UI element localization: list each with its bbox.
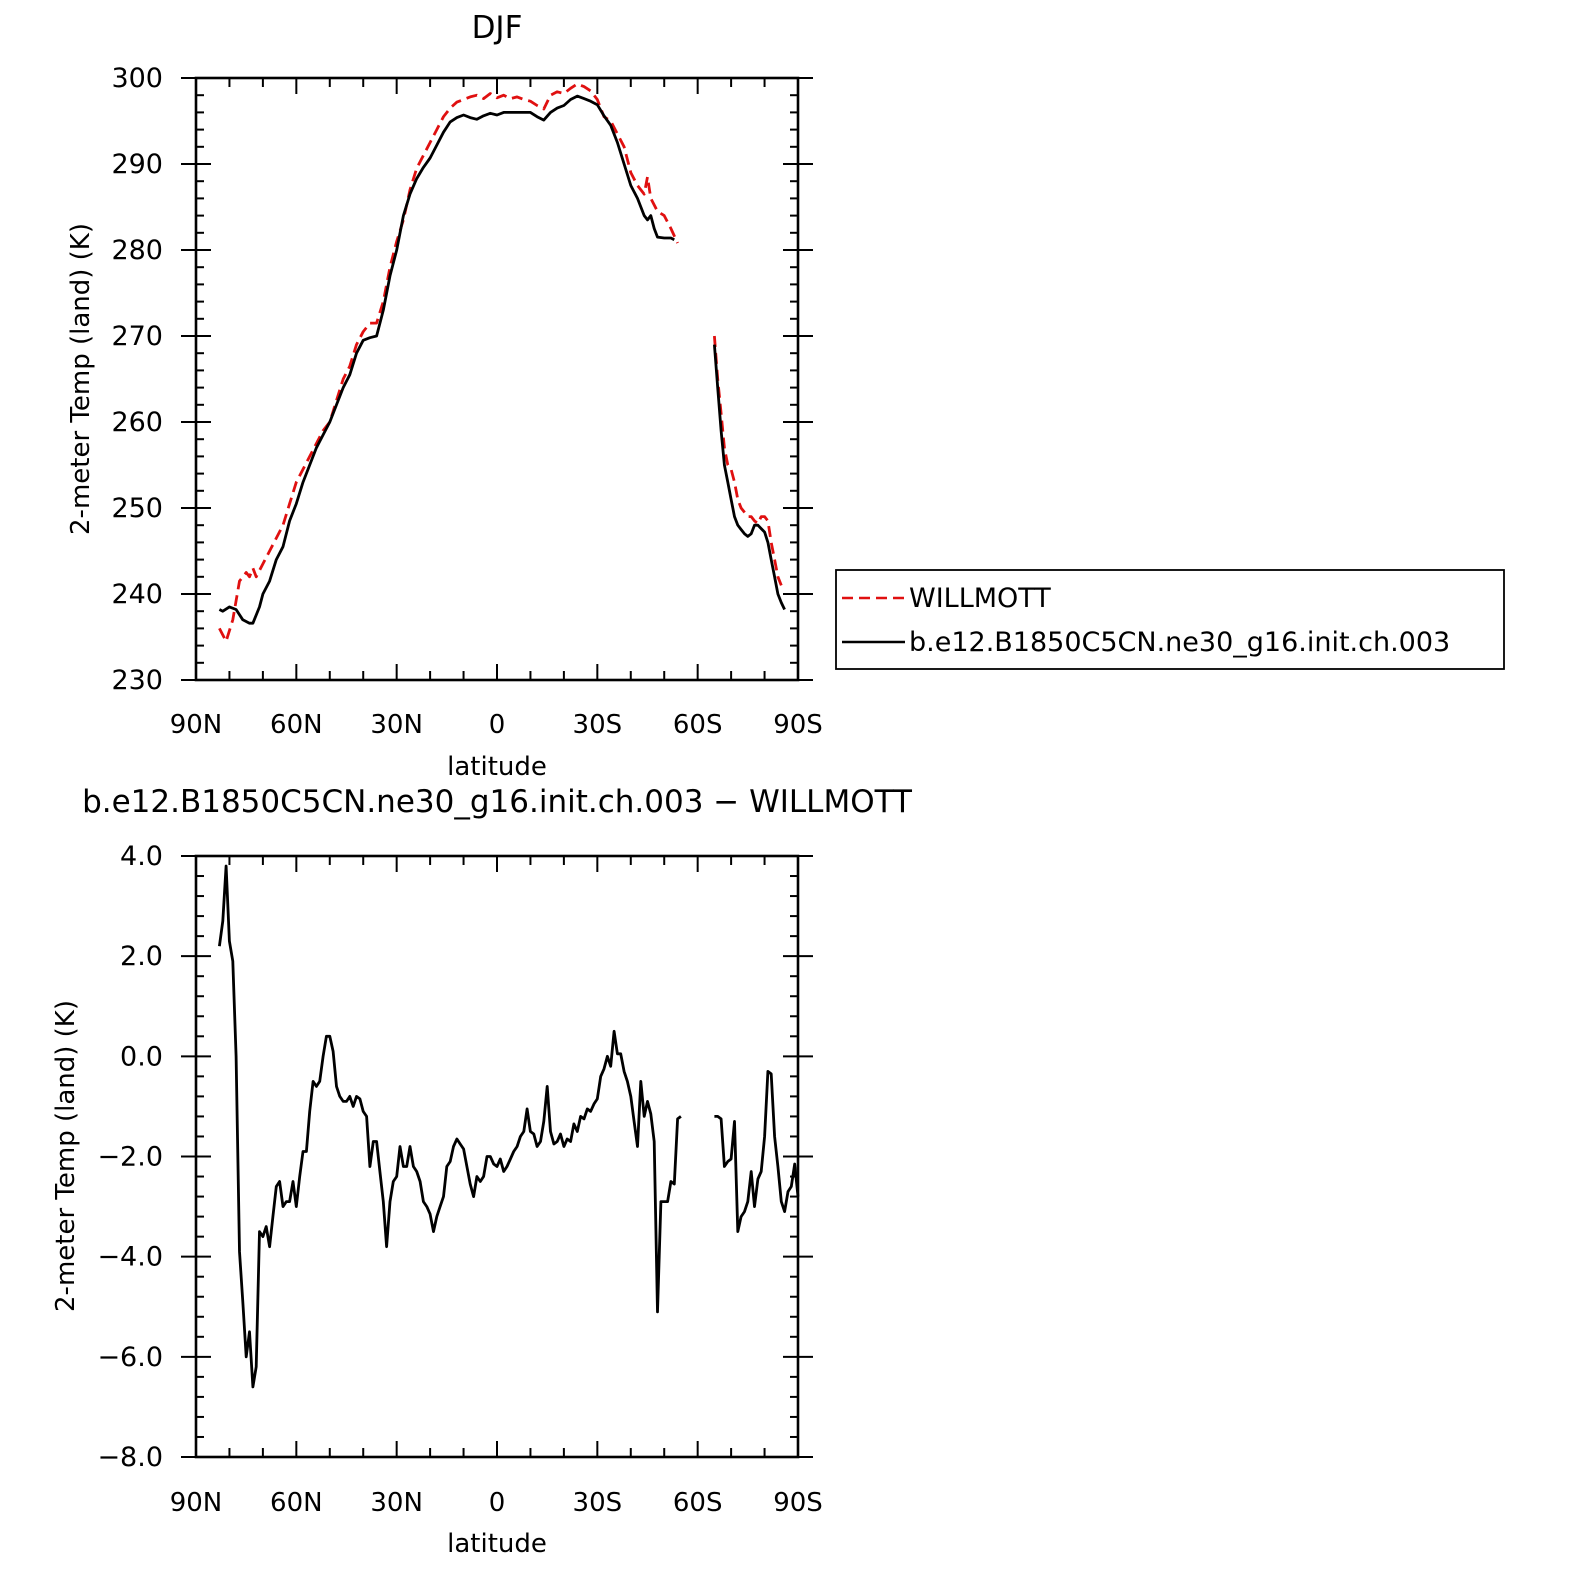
bottom-y-tick-label: −8.0 [97,1442,163,1473]
top-y-tick-label: 270 [111,321,163,352]
top-y-axis-label: 2-meter Temp (land) (K) [66,223,96,535]
bottom-y-tick-label: −2.0 [97,1142,163,1173]
bottom-series-0-line-north [218,864,682,1389]
top-plot-frame [194,76,800,682]
top-x-tick-label: 90N [170,710,223,740]
legend-label-willmott: WILLMOTT [909,583,1051,614]
top-x-tick-label: 90S [773,710,823,740]
bottom-title: b.e12.B1850C5CN.ne30_g16.init.ch.003 − W… [82,784,913,820]
top-title: DJF [472,10,523,46]
top-y-tick-label: 250 [111,493,163,524]
bottom-plot-frame [194,854,800,1459]
bottom-x-axis-label: latitude [447,1529,547,1559]
bottom-series-lines [218,864,800,1389]
top-x-tick-label: 30S [573,710,623,740]
bottom-y-tick-label: 2.0 [120,941,163,972]
top-panel: DJF 90N 60N 30N 0 30S 60S 90S 2302402502602702… [66,10,823,782]
top-series-1-line-south [713,344,786,611]
top-series-0-line-north [218,82,679,643]
bottom-x-tick-label: 90N [170,1488,223,1518]
bottom-x-tick-label: 30S [573,1488,623,1518]
bottom-x-tick-label: 60S [673,1488,723,1518]
top-x-tick-label: 60S [673,710,723,740]
top-series-1-line-north [218,94,675,625]
top-y-tick-label: 300 [111,63,163,94]
top-y-tick-label: 230 [111,665,163,696]
bottom-series-0-line-south [714,1070,800,1233]
bottom-y-tick-labels: −8.0 −6.0 −4.0 −2.0 0.0 2.0 4.0 [97,841,163,1473]
legend-box [835,569,1505,670]
top-y-tick-label: 260 [111,407,163,438]
bottom-x-tick-label: 90S [773,1488,823,1518]
bottom-axis-ticks [181,855,813,1458]
bottom-y-tick-label: 0.0 [120,1041,163,1072]
bottom-y-tick-label: 4.0 [120,841,163,872]
top-y-tick-labels: 230 240 250 260 270 280 290 300 [111,63,163,696]
top-series-lines [218,82,786,643]
top-x-tick-label: 0 [489,710,506,740]
top-x-tick-labels: 90N 60N 30N 0 30S 60S 90S [170,710,823,740]
bottom-panel: b.e12.B1850C5CN.ne30_g16.init.ch.003 − W… [51,784,913,1559]
bottom-y-axis-label: 2-meter Temp (land) (K) [51,1000,81,1312]
top-y-tick-label: 280 [111,235,163,266]
top-y-tick-label: 240 [111,579,163,610]
top-x-tick-label: 30N [370,710,423,740]
bottom-y-tick-label: −4.0 [97,1242,163,1273]
bottom-x-tick-label: 30N [370,1488,423,1518]
legend: WILLMOTT b.e12.B1850C5CN.ne30_g16.init.c… [835,569,1505,670]
bottom-x-tick-label: 60N [270,1488,323,1518]
top-x-tick-label: 60N [270,710,323,740]
top-series-0-line-south [713,335,783,586]
bottom-x-tick-label: 0 [489,1488,506,1518]
bottom-y-tick-label: −6.0 [97,1342,163,1373]
top-y-tick-label: 290 [111,149,163,180]
legend-label-model: b.e12.B1850C5CN.ne30_g16.init.ch.003 [909,627,1450,658]
bottom-x-tick-labels: 90N 60N 30N 0 30S 60S 90S [170,1488,823,1518]
top-x-axis-label: latitude [447,752,547,782]
